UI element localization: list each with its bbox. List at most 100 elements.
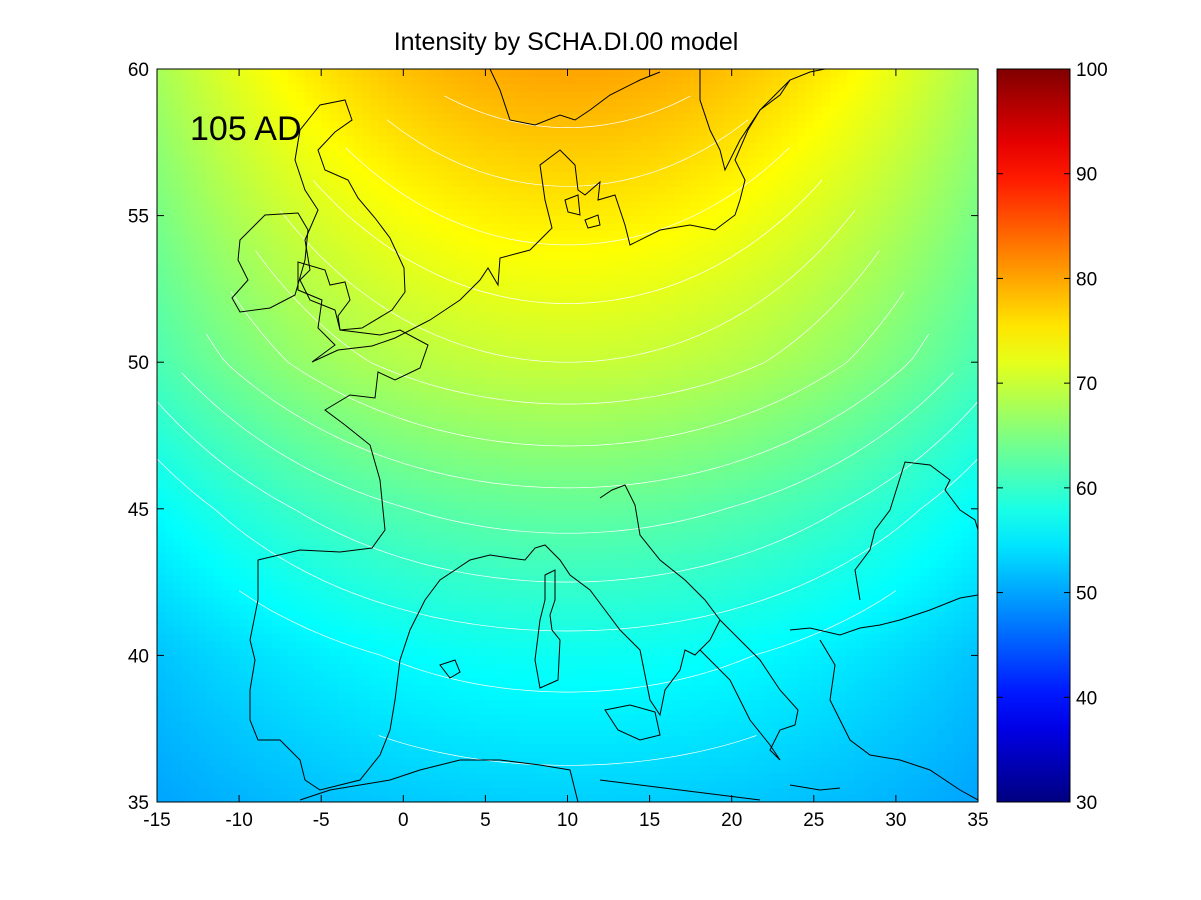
field-cell	[436, 530, 445, 539]
field-cell	[362, 479, 372, 488]
field-cell	[468, 750, 478, 759]
field-cell	[345, 501, 355, 510]
field-cell	[288, 611, 298, 620]
field-cell	[444, 787, 454, 796]
field-cell	[510, 193, 519, 202]
field-cell	[534, 560, 544, 569]
field-cell	[403, 457, 413, 466]
field-cell	[354, 303, 363, 312]
field-cell	[542, 149, 552, 158]
field-cell	[337, 611, 347, 620]
field-cell	[526, 274, 536, 283]
field-cell	[378, 677, 388, 686]
field-cell	[403, 523, 413, 532]
field-cell	[157, 640, 166, 649]
field-cell	[518, 332, 528, 341]
field-cell	[378, 428, 388, 437]
field-cell	[477, 545, 486, 554]
field-cell	[386, 472, 396, 481]
field-cell	[321, 633, 331, 642]
field-cell	[181, 98, 191, 107]
field-cell	[247, 200, 257, 209]
field-cell	[485, 310, 495, 319]
field-cell	[288, 450, 298, 459]
field-cell	[247, 208, 257, 217]
field-cell	[230, 706, 240, 715]
field-cell	[271, 530, 281, 539]
field-cell	[493, 332, 503, 341]
field-cell	[485, 105, 495, 114]
field-cell	[436, 670, 445, 678]
field-cell	[198, 479, 207, 488]
field-cell	[206, 318, 216, 327]
field-cell	[321, 545, 331, 554]
field-cell	[403, 618, 413, 627]
field-cell	[559, 325, 569, 334]
field-cell	[354, 252, 363, 261]
field-cell	[559, 406, 569, 415]
field-cell	[222, 230, 232, 239]
field-cell	[329, 618, 339, 627]
field-cell	[411, 626, 421, 635]
field-cell	[198, 303, 207, 312]
field-cell	[304, 736, 314, 744]
field-cell	[288, 69, 298, 77]
field-cell	[206, 736, 216, 744]
field-cell	[329, 215, 339, 224]
field-cell	[411, 259, 421, 268]
field-cell	[165, 780, 175, 788]
field-cell	[173, 90, 183, 99]
field-cell	[271, 567, 281, 576]
field-cell	[370, 721, 380, 730]
field-cell	[444, 186, 454, 195]
field-cell	[280, 545, 289, 554]
field-cell	[230, 237, 240, 246]
field-cell	[510, 105, 519, 114]
field-cell	[493, 589, 503, 598]
field-cell	[510, 472, 519, 481]
field-cell	[542, 90, 552, 99]
field-cell	[230, 765, 240, 774]
field-cell	[542, 310, 552, 319]
field-cell	[386, 699, 396, 708]
field-cell	[280, 325, 289, 334]
field-cell	[378, 90, 388, 99]
field-cell	[222, 640, 232, 649]
field-cell	[477, 530, 486, 539]
field-cell	[485, 765, 495, 774]
field-cell	[419, 684, 429, 693]
field-cell	[477, 318, 486, 327]
field-cell	[501, 83, 511, 92]
field-cell	[321, 640, 331, 649]
field-cell	[559, 794, 569, 802]
field-cell	[354, 582, 363, 591]
field-cell	[304, 105, 314, 114]
field-cell	[288, 501, 298, 510]
field-cell	[312, 618, 322, 627]
field-cell	[551, 178, 560, 187]
field-cell	[436, 780, 445, 788]
field-cell	[165, 318, 175, 327]
field-cell	[436, 545, 445, 554]
field-cell	[239, 706, 248, 715]
field-cell	[354, 266, 363, 275]
field-cell	[559, 112, 569, 121]
field-cell	[165, 611, 175, 620]
field-cell	[419, 369, 429, 378]
field-cell	[181, 90, 191, 99]
field-cell	[551, 692, 560, 700]
field-cell	[444, 149, 454, 158]
field-cell	[173, 384, 183, 393]
field-cell	[419, 208, 429, 217]
field-cell	[395, 567, 404, 576]
field-cell	[542, 208, 552, 217]
field-cell	[189, 164, 199, 173]
field-cell	[263, 479, 273, 488]
field-cell	[157, 574, 166, 583]
field-cell	[510, 772, 519, 781]
field-cell	[436, 178, 445, 187]
field-cell	[263, 457, 273, 466]
field-cell	[354, 237, 363, 246]
field-cell	[181, 699, 191, 708]
field-cell	[222, 83, 232, 92]
